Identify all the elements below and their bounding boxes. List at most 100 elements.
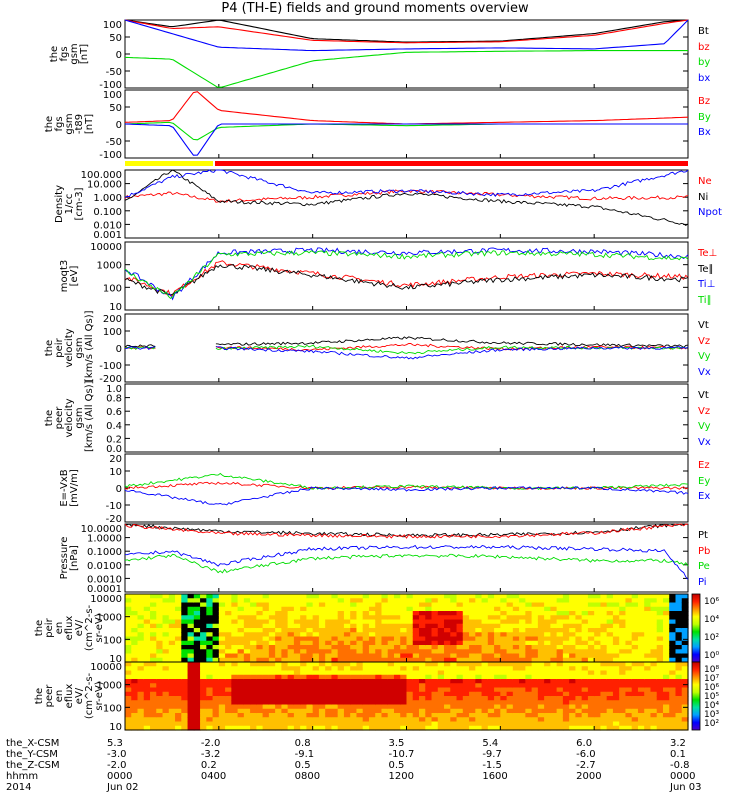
spectrogram-cell xyxy=(444,683,451,689)
spectrogram-cell xyxy=(187,696,195,701)
spectrogram-cell xyxy=(637,598,645,604)
spectrogram-cell xyxy=(675,619,683,625)
spectrogram-cell xyxy=(662,611,670,616)
spectrogram-cell xyxy=(631,721,639,727)
spectrogram-cell xyxy=(243,649,251,655)
spectrogram-cell xyxy=(462,606,470,612)
spectrogram-cell xyxy=(562,640,570,646)
spectrogram-cell xyxy=(419,696,426,701)
spectrogram-cell xyxy=(325,666,333,672)
spectrogram-cell xyxy=(537,640,545,646)
spectrogram-cell xyxy=(644,628,652,633)
spectrogram-cell xyxy=(500,721,508,727)
spectrogram-cell xyxy=(437,645,445,650)
spectrogram-cell xyxy=(631,696,639,701)
spectrogram-cell xyxy=(425,628,433,633)
spectrogram-cell xyxy=(200,611,207,616)
spectrogram-cell xyxy=(425,674,433,680)
spectrogram-cell xyxy=(312,674,320,680)
spectrogram-cell xyxy=(669,666,677,672)
spectrogram-cell xyxy=(331,721,339,727)
spectrogram-cell xyxy=(562,653,570,659)
legend-entry: bx xyxy=(698,72,711,84)
spectrogram-cell xyxy=(193,717,201,723)
spectrogram-cell xyxy=(500,679,508,684)
spectrogram-cell xyxy=(393,708,401,714)
spectrogram-cell xyxy=(556,640,564,646)
spectrogram-cell xyxy=(181,670,189,676)
spectrogram-cell xyxy=(675,687,683,693)
spectrogram-cell xyxy=(575,674,583,680)
spectrogram-cell xyxy=(537,721,545,727)
spectrogram-cell xyxy=(437,636,445,642)
spectrogram-cell xyxy=(606,717,614,723)
spectrogram-cell xyxy=(500,606,508,612)
spectrogram-cell xyxy=(275,657,282,663)
spectrogram-cell xyxy=(206,691,214,697)
spectrogram-cell xyxy=(237,662,245,667)
spectrogram-cell xyxy=(387,611,395,616)
spectrogram-cell xyxy=(256,602,264,608)
spectrogram-cell xyxy=(225,636,232,642)
spectrogram-cell xyxy=(419,657,426,663)
spectrogram-cell xyxy=(662,649,670,655)
spectrogram-cell xyxy=(512,615,520,621)
spectrogram-cell xyxy=(469,700,476,706)
spectrogram-cell xyxy=(412,640,420,646)
spectrogram-cell xyxy=(644,687,652,693)
spectrogram-cell xyxy=(600,602,608,608)
spectrogram-cell xyxy=(356,623,364,629)
footer-value: 5.4 xyxy=(482,738,499,749)
spectrogram-cell xyxy=(462,700,470,706)
spectrogram-cell xyxy=(243,628,251,633)
spectrogram-cell xyxy=(331,653,339,659)
spectrogram-cell xyxy=(425,594,433,599)
series-line-Ti⊥ xyxy=(124,247,689,301)
spectrogram-cell xyxy=(412,657,420,663)
spectrogram-cell xyxy=(200,713,207,718)
spectrogram-cell xyxy=(318,679,326,684)
spectrogram-cell xyxy=(512,649,520,655)
spectrogram-cell xyxy=(544,606,551,612)
spectrogram-cell xyxy=(556,666,564,672)
spectrogram-cell xyxy=(175,649,182,655)
spectrogram-cell xyxy=(168,611,176,616)
spectrogram-cell xyxy=(318,725,326,731)
spectrogram-cell xyxy=(619,623,627,629)
spectrogram-cell xyxy=(431,700,439,706)
spectrogram-cell xyxy=(475,696,483,701)
spectrogram-cell xyxy=(425,721,433,727)
spectrogram-cell xyxy=(131,679,139,684)
spectrogram-cell xyxy=(500,623,508,629)
spectrogram-cell xyxy=(419,649,426,655)
spectrogram-cell xyxy=(400,632,408,638)
spectrogram-cell xyxy=(268,691,276,697)
spectrogram-cell xyxy=(200,615,207,621)
spectrogram-cell xyxy=(206,713,214,718)
spectrogram-cell xyxy=(550,657,558,663)
spectrogram-cell xyxy=(475,708,483,714)
spectrogram-cell xyxy=(537,670,545,676)
spectrogram-cell xyxy=(631,670,639,676)
y-tick-label: 100 xyxy=(103,703,122,714)
spectrogram-cell xyxy=(187,691,195,697)
spectrogram-cell xyxy=(531,632,539,638)
spectrogram-cell xyxy=(431,645,439,650)
spectrogram-cell xyxy=(662,717,670,723)
spectrogram-cell xyxy=(262,674,270,680)
spectrogram-cell xyxy=(156,691,164,697)
y-tick-label: 20 xyxy=(109,454,122,465)
spectrogram-cell xyxy=(637,653,645,659)
spectrogram-cell xyxy=(237,700,245,706)
spectrogram-cell xyxy=(131,611,139,616)
spectrogram-cell xyxy=(262,645,270,650)
spectrogram-cell xyxy=(531,674,539,680)
spectrogram-cell xyxy=(619,611,627,616)
spectrogram-cell xyxy=(212,713,220,718)
spectrogram-cell xyxy=(362,704,370,710)
spectrogram-cell xyxy=(644,708,652,714)
spectrogram-cell xyxy=(512,717,520,723)
spectrogram-cell xyxy=(393,696,401,701)
spectrogram-cell xyxy=(400,640,408,646)
